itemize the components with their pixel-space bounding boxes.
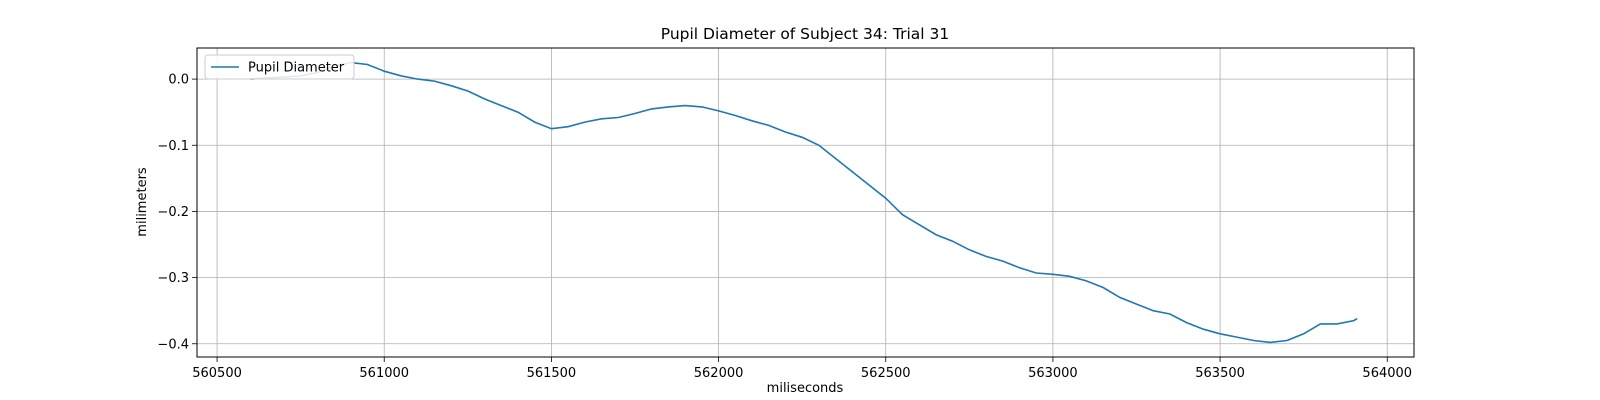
x-axis-ticks: 560500 561000 561500 562000 562500 563000 5635… [192,357,1412,381]
chart-title: Pupil Diameter of Subject 34: Trial 31 [661,25,950,43]
y-tick-label: −0.2 [157,205,189,220]
y-axis-ticks: 0.0 −0.1 −0.2 −0.3 −0.4 [157,73,197,352]
y-tick-label: −0.4 [157,337,189,352]
y-tick-label: 0.0 [168,73,189,88]
x-axis-label: miliseconds [767,381,844,396]
x-tick-label: 563000 [1028,366,1078,381]
x-tick-label: 561500 [527,366,577,381]
x-tick-label: 562000 [694,366,744,381]
x-tick-label: 563500 [1195,366,1245,381]
plot-area [197,48,1414,357]
y-tick-label: −0.3 [157,271,189,286]
legend-box [204,54,355,80]
x-tick-label: 561000 [359,366,409,381]
grid [197,48,1414,357]
legend: Pupil Diameter [204,54,355,80]
x-tick-label: 560500 [192,366,242,381]
x-tick-label: 564000 [1362,366,1412,381]
legend-label: Pupil Diameter [248,61,345,76]
series-line-pupil-diameter [250,61,1358,344]
y-tick-label: −0.1 [157,139,189,154]
plot-frame [196,47,1415,358]
y-axis-label: milimeters [135,167,150,237]
x-tick-label: 562500 [861,366,911,381]
